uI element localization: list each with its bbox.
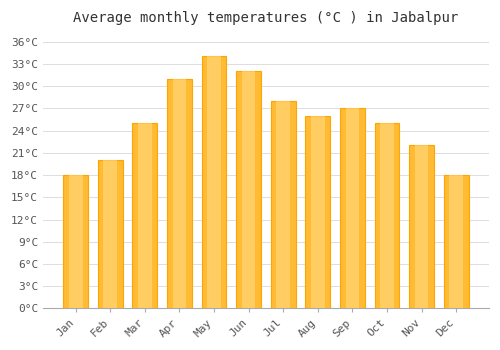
Bar bbox=[132, 123, 158, 308]
Bar bbox=[172, 79, 186, 308]
Bar bbox=[450, 175, 463, 308]
Bar bbox=[138, 123, 151, 308]
Bar bbox=[276, 101, 290, 308]
Bar bbox=[311, 116, 324, 308]
Bar bbox=[167, 79, 192, 308]
Bar bbox=[207, 56, 221, 308]
Bar bbox=[409, 145, 434, 308]
Bar bbox=[414, 145, 428, 308]
Bar bbox=[374, 123, 400, 308]
Bar bbox=[236, 71, 261, 308]
Bar bbox=[340, 108, 365, 308]
Bar bbox=[271, 101, 295, 308]
Bar bbox=[242, 71, 256, 308]
Bar bbox=[346, 108, 360, 308]
Bar bbox=[444, 175, 468, 308]
Bar bbox=[380, 123, 394, 308]
Bar bbox=[63, 175, 88, 308]
Bar bbox=[202, 56, 226, 308]
Title: Average monthly temperatures (°C ) in Jabalpur: Average monthly temperatures (°C ) in Ja… bbox=[74, 11, 458, 25]
Bar bbox=[104, 160, 117, 308]
Bar bbox=[98, 160, 122, 308]
Bar bbox=[306, 116, 330, 308]
Bar bbox=[69, 175, 82, 308]
